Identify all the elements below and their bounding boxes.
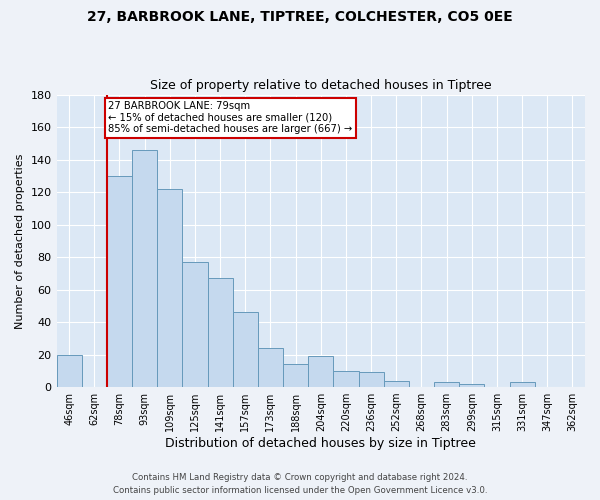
Bar [459, 384, 484, 387]
Bar [56, 354, 82, 387]
Bar [182, 262, 208, 387]
Text: 27 BARBROOK LANE: 79sqm
← 15% of detached houses are smaller (120)
85% of semi-d: 27 BARBROOK LANE: 79sqm ← 15% of detache… [108, 101, 352, 134]
Bar [434, 382, 459, 387]
Bar [383, 380, 409, 387]
Title: Size of property relative to detached houses in Tiptree: Size of property relative to detached ho… [150, 79, 491, 92]
Bar [157, 189, 182, 387]
Bar [359, 372, 383, 387]
Bar [107, 176, 132, 387]
Bar [509, 382, 535, 387]
Bar [258, 348, 283, 387]
Y-axis label: Number of detached properties: Number of detached properties [15, 153, 25, 328]
Bar [132, 150, 157, 387]
Bar [233, 312, 258, 387]
Bar [334, 371, 359, 387]
Text: 27, BARBROOK LANE, TIPTREE, COLCHESTER, CO5 0EE: 27, BARBROOK LANE, TIPTREE, COLCHESTER, … [87, 10, 513, 24]
Text: Contains HM Land Registry data © Crown copyright and database right 2024.
Contai: Contains HM Land Registry data © Crown c… [113, 474, 487, 495]
Bar [308, 356, 334, 387]
Bar [283, 364, 308, 387]
X-axis label: Distribution of detached houses by size in Tiptree: Distribution of detached houses by size … [166, 437, 476, 450]
Bar [208, 278, 233, 387]
